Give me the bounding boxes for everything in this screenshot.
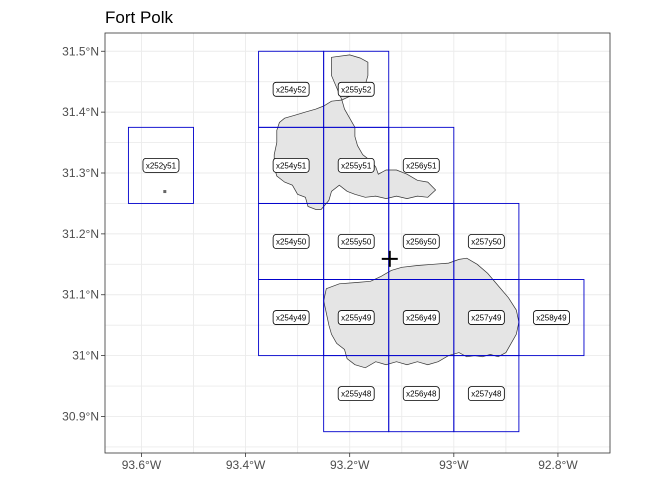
tile-x256y48: x256y48 [388,355,455,433]
tile-label: x255y48 [341,390,372,399]
tile-label: x257y48 [471,390,502,399]
x-tick-label: 92.8°W [538,458,578,472]
tile-label: x252y51 [146,161,177,170]
tile-x257y50: x257y50 [453,202,520,280]
tile-label-box [272,310,310,325]
tile-label: x255y51 [341,161,372,170]
tile-label-box [272,81,310,97]
tile-label-box [402,157,440,173]
tile-label-box [337,386,375,402]
tile-x255y51: x255y51 [323,126,390,204]
tile-x258y49: x258y49 [518,279,585,357]
tile-label: x254y51 [276,161,307,170]
tile-label: x258y49 [536,314,567,323]
panel-border [104,32,611,454]
y-tick-label: 31.4°N [62,105,99,119]
map-title: Fort Polk [105,8,174,27]
y-tick-label: 31°N [72,349,99,363]
tile-label-box [337,310,375,325]
tile-label-box [533,310,570,325]
x-tick-label: 93°W [439,458,469,472]
tile-rect [127,126,194,204]
y-tick-label: 31.1°N [62,288,99,302]
tile-label-box [337,157,375,173]
y-tick-label: 31.5°N [62,44,99,58]
x-tick-label: 93.2°W [330,458,370,472]
tile-x252y51: x252y51 [127,126,194,204]
tile-label-box [337,234,375,249]
tile-label-box [467,234,505,249]
tile-label: x254y50 [276,237,307,246]
tile-label: x254y52 [276,85,307,94]
tile-label-box [272,157,310,173]
tile-label: x255y49 [341,314,372,323]
tile-x257y48: x257y48 [453,355,520,433]
tile-label: x255y52 [341,85,372,94]
tile-label-box [402,386,440,402]
tile-rect [453,355,520,433]
centroid-marker [381,250,398,267]
tile-label-box [467,386,505,402]
tile-label-box [402,234,440,249]
tile-label-box [142,157,180,173]
tile-grid: x252y51 x254y52 x255y52 x254y51 x255y51 x256y… [127,50,585,433]
tile-rect [518,279,585,357]
tile-label: x256y50 [406,237,437,246]
isolated-parcel [163,190,167,194]
x-tick-label: 93.4°W [226,458,266,472]
y-tick-label: 31.3°N [62,166,99,180]
tile-label-box [272,234,310,249]
tile-label-box [467,310,505,325]
tile-x254y49: x254y49 [258,279,325,357]
tile-label: x256y51 [406,161,437,170]
tile-label: x255y50 [341,237,372,246]
tile-label-box [337,81,375,97]
y-tick-label: 31.2°N [62,227,99,241]
tile-label: x256y48 [406,390,437,399]
tile-label: x257y49 [471,314,502,323]
y-tick-label: 30.9°N [62,409,99,423]
tile-label-box [402,310,440,325]
axes: 93.6°W 93.4°W 93.2°W 93°W 92.8°W 30.9°N 31°N 31… [62,44,578,472]
tile-label: x256y49 [406,314,437,323]
tile-label: x254y49 [276,314,307,323]
tile-label: x257y50 [471,237,502,246]
x-tick-label: 93.6°W [122,458,162,472]
